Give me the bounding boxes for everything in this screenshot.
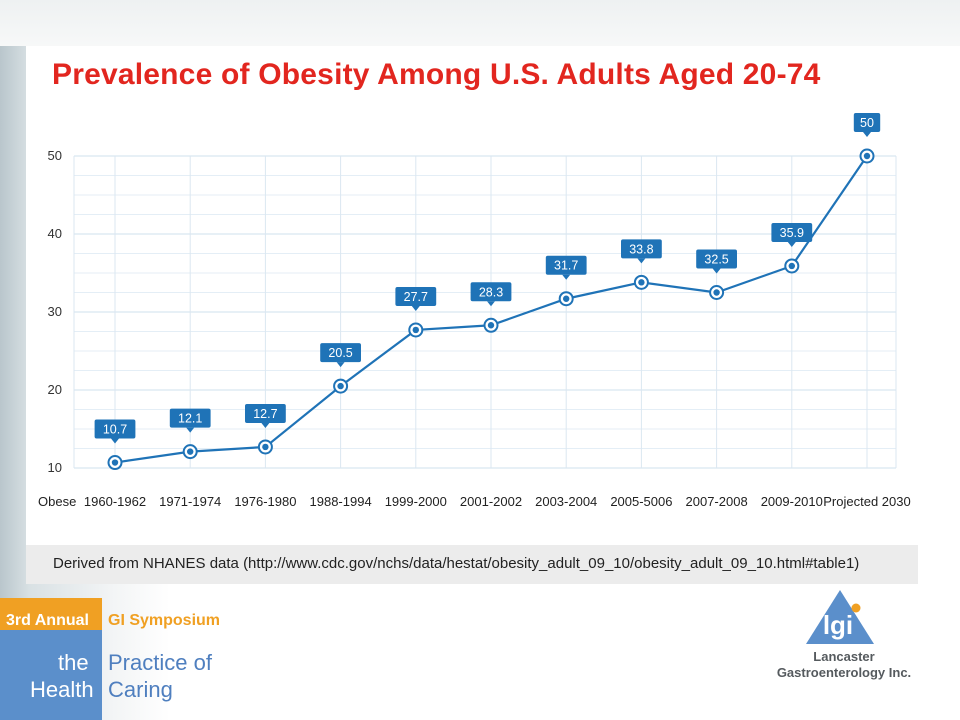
data-label: 27.7 bbox=[395, 286, 437, 311]
brand-practice-text: Practice of bbox=[108, 650, 212, 675]
data-label: 35.9 bbox=[771, 222, 813, 247]
data-label-box bbox=[545, 255, 587, 275]
data-label: 31.7 bbox=[545, 255, 587, 280]
y-tick-label: 40 bbox=[48, 226, 62, 241]
y-tick-label: 30 bbox=[48, 304, 62, 319]
data-label-text: 33.8 bbox=[629, 242, 653, 256]
x-tick-label: 1988-1994 bbox=[310, 494, 372, 509]
logo-triangle bbox=[806, 590, 874, 644]
brand-annual-text: 3rd Annual bbox=[6, 612, 89, 629]
data-label-box bbox=[245, 403, 286, 423]
data-label-text: 12.1 bbox=[178, 412, 202, 426]
data-point-core bbox=[863, 152, 871, 160]
data-label-text: 32.5 bbox=[704, 253, 728, 267]
data-label-box bbox=[169, 408, 211, 428]
data-label-text: 28.3 bbox=[479, 285, 503, 299]
chart-title: Prevalence of Obesity Among U.S. Adults … bbox=[52, 58, 821, 91]
data-label: 20.5 bbox=[320, 343, 361, 368]
brand-symposium-text: GI Symposium bbox=[108, 612, 221, 629]
y-tick-label: 20 bbox=[48, 382, 62, 397]
points-layer bbox=[107, 148, 875, 471]
axes: 10 20 30 40 50 Obese 1960-1962 1971-1974 1976-19… bbox=[38, 148, 911, 509]
x-axis-series-label: Obese bbox=[38, 494, 76, 509]
data-label-box bbox=[320, 343, 361, 363]
data-point-core bbox=[487, 322, 495, 329]
x-tick-label: 2009-2010 bbox=[761, 494, 823, 509]
data-label-text: 10.7 bbox=[103, 423, 127, 437]
source-bar bbox=[26, 545, 918, 584]
logo-name-line2: Gastroenterology Inc. bbox=[776, 665, 912, 680]
logo-name-line1: Lancaster bbox=[813, 649, 875, 664]
data-label: 12.7 bbox=[245, 403, 286, 428]
data-label: 28.3 bbox=[470, 282, 512, 307]
data-label-pointer bbox=[186, 427, 195, 433]
grid bbox=[73, 155, 897, 469]
data-label-pointer bbox=[787, 241, 796, 247]
data-point-core bbox=[337, 382, 344, 390]
data-point-core bbox=[713, 289, 720, 296]
source-note: Derived from NHANES data (http://www.cdc… bbox=[53, 555, 860, 572]
lgi-logo: lgi bbox=[806, 590, 874, 644]
y-tick-label: 50 bbox=[48, 148, 62, 163]
x-tick-label: 2005-5006 bbox=[610, 494, 672, 509]
x-tick-label: 2001-2002 bbox=[460, 494, 522, 509]
data-label-box bbox=[621, 239, 662, 259]
data-point-core bbox=[788, 262, 795, 270]
data-label-box bbox=[853, 113, 881, 132]
data-label-box bbox=[696, 249, 737, 269]
logo-dot bbox=[851, 603, 861, 613]
data-label-pointer bbox=[411, 305, 420, 311]
data-label-box bbox=[94, 419, 136, 439]
brand-health-text: Health bbox=[30, 677, 94, 702]
data-label-pointer bbox=[863, 132, 871, 137]
data-point-core bbox=[111, 459, 119, 466]
logo-mark-text: lgi bbox=[823, 610, 853, 640]
data-label: 10.7 bbox=[94, 419, 136, 444]
data-label-pointer bbox=[261, 422, 270, 428]
data-label-pointer bbox=[637, 258, 646, 264]
data-label-text: 12.7 bbox=[253, 407, 277, 421]
data-label: 33.8 bbox=[621, 239, 662, 264]
data-point-core bbox=[563, 295, 570, 302]
x-tick-label: 1960-1962 bbox=[84, 494, 146, 509]
x-tick-label: 2007-2008 bbox=[686, 494, 748, 509]
y-tick-label: 10 bbox=[48, 460, 62, 475]
x-tick-label: 1976-1980 bbox=[234, 494, 296, 509]
data-label: 12.1 bbox=[169, 408, 211, 433]
data-label: 32.5 bbox=[696, 249, 737, 274]
data-label: 50 bbox=[853, 113, 881, 137]
data-point-core bbox=[262, 443, 269, 451]
data-label-text: 27.7 bbox=[404, 290, 428, 304]
data-labels-layer: 10.7 12.1 12.7 20.5 27.7 28.3 31.7 33.8 32.5 35.9… bbox=[94, 113, 881, 444]
x-tick-label: 1971-1974 bbox=[159, 494, 221, 509]
line-chart: 10 20 30 40 50 Obese 1960-1962 1971-1974 1976-19… bbox=[38, 113, 911, 509]
slide-top-band bbox=[0, 0, 960, 46]
data-label-pointer bbox=[712, 268, 721, 274]
data-label-box bbox=[771, 222, 813, 242]
brand-caring-text: Caring bbox=[108, 677, 173, 702]
data-label-pointer bbox=[336, 362, 345, 368]
brand-blue-band bbox=[0, 630, 102, 720]
data-point-core bbox=[187, 448, 194, 455]
x-tick-label: Projected 2030 bbox=[823, 494, 910, 509]
data-point-core bbox=[638, 279, 645, 286]
data-label-pointer bbox=[562, 274, 571, 280]
data-label-box bbox=[470, 282, 512, 302]
data-label-text: 35.9 bbox=[780, 226, 804, 240]
data-label-pointer bbox=[111, 438, 119, 444]
x-tick-label: 1999-2000 bbox=[385, 494, 447, 509]
brand-orange-band bbox=[0, 598, 102, 630]
data-label-box bbox=[395, 286, 437, 306]
data-label-text: 31.7 bbox=[554, 259, 578, 273]
data-label-text: 50 bbox=[860, 116, 874, 130]
x-tick-label: 2003-2004 bbox=[535, 494, 597, 509]
brand-the-text: the bbox=[58, 650, 89, 675]
data-point-core bbox=[412, 326, 419, 334]
data-label-pointer bbox=[487, 301, 495, 307]
data-label-text: 20.5 bbox=[328, 346, 352, 360]
